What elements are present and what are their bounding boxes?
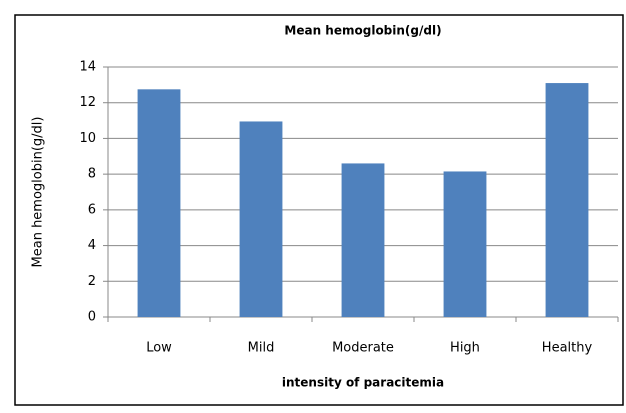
chart-title: Mean hemoglobin(g/dl)	[284, 24, 441, 38]
y-tick-label: 12	[79, 95, 96, 110]
bar	[443, 171, 487, 317]
x-tick-label: Low	[146, 341, 172, 356]
bar	[137, 89, 181, 317]
bar	[239, 121, 283, 317]
bar	[545, 83, 589, 317]
y-tick-label: 4	[88, 238, 96, 253]
y-tick-label: 2	[88, 274, 96, 289]
y-tick-label: 6	[88, 202, 96, 217]
x-tick-label: Mild	[248, 341, 275, 356]
x-tick-label: Moderate	[332, 341, 394, 356]
y-tick-label: 10	[79, 131, 96, 146]
y-axis-label: Mean hemoglobin(g/dl)	[31, 117, 46, 268]
x-tick-label: High	[450, 341, 480, 356]
y-tick-label: 0	[88, 310, 96, 325]
x-tick-label: Healthy	[542, 341, 593, 356]
y-tick-label: 8	[88, 167, 96, 182]
x-axis-label: intensity of paracitemia	[282, 376, 444, 390]
y-tick-label: 14	[79, 60, 96, 75]
bar	[341, 163, 385, 317]
